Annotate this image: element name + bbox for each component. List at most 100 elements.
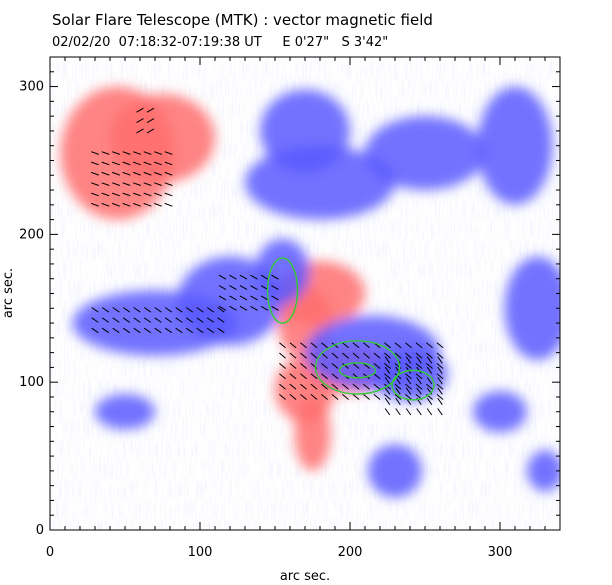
field-vector [395,387,401,395]
field-vector [133,182,141,186]
field-vector [342,352,349,359]
field-vector [143,182,152,186]
field-vector [143,202,152,207]
field-vector [154,151,162,155]
y-tick-label: 300 [19,80,44,95]
negative-region-19 [527,450,560,492]
field-vector [164,161,173,166]
field-vector [260,295,269,301]
field-vector [143,192,152,197]
field-vector [101,161,110,166]
negative-region-15 [477,86,553,205]
field-vector [373,363,381,369]
field-vector [352,342,360,349]
x-tick-label: 100 [188,545,213,560]
field-vector [112,171,120,176]
contours [266,257,435,401]
field-vector [331,373,339,380]
field-vector [101,202,110,207]
field-vector [395,408,401,416]
positive-region-6 [294,396,331,471]
field-vector [133,161,141,166]
field-vector [143,161,152,166]
field-vector [143,171,152,176]
field-vector [91,317,99,323]
field-vector [101,151,110,155]
field-vector [436,373,444,380]
field-vector [133,317,141,323]
field-vector [415,363,423,369]
field-vector [154,202,162,207]
field-vector [122,327,131,334]
field-vector [384,408,391,416]
field-vector [384,366,391,374]
field-vector [310,352,318,359]
field-vector [239,274,248,280]
field-vector [154,161,162,166]
field-vector [415,342,423,349]
field-vector [91,161,99,166]
field-vector [122,171,131,176]
field-vector [437,366,443,374]
field-vector [363,394,370,400]
field-vector [217,327,225,334]
field-vector [250,285,258,291]
field-vector [384,373,391,380]
field-vector [91,182,99,186]
field-vector [122,307,131,313]
field-vector [310,342,318,349]
x-axis-label: arc sec. [280,569,330,584]
field-vector [331,394,339,400]
field-vector [384,352,391,359]
field-vector [384,342,391,349]
field-vector [101,171,110,176]
field-vector [271,305,279,311]
field-vector [91,307,99,313]
field-vector [164,327,173,334]
field-vectors [91,107,444,416]
field-vector [436,383,444,390]
field-vector [146,118,155,124]
field-vector [196,327,204,334]
contour-3 [391,369,435,401]
field-vector [416,356,422,364]
field-vector [164,192,173,197]
field-vector [91,151,99,155]
negative-region-11 [305,315,440,390]
field-vector [416,408,422,416]
field-vector [143,327,152,334]
chart-subtitle: 02/02/20 07:18:32-07:19:38 UT E 0'27" S … [52,35,389,50]
field-vector [91,327,99,334]
field-vector [321,342,328,349]
contour-0 [266,257,299,324]
field-vector [143,317,152,323]
field-vector [175,307,183,313]
field-vector [279,383,286,390]
field-vector [289,373,297,380]
field-vector [112,202,120,207]
field-vector [271,295,279,301]
field-vector [101,317,110,323]
field-vector [133,307,141,313]
field-vector [133,202,141,207]
negative-region-13 [365,116,485,191]
field-vector [352,383,360,390]
field-vector [154,307,162,313]
field-vector [217,317,225,323]
field-vector [426,408,433,416]
contour-2 [338,362,377,379]
field-vector [146,107,155,113]
field-vector [342,342,349,349]
field-vector [164,182,173,186]
field-vector [122,151,131,155]
field-vector [384,363,391,369]
field-vector [436,394,444,400]
field-vector [217,307,225,313]
negative-region-20 [95,394,155,430]
field-vector [342,383,349,390]
field-vector [331,352,339,359]
field-vector [229,295,237,301]
field-vector [384,387,391,395]
field-vector [352,352,360,359]
field-vector [426,352,433,359]
